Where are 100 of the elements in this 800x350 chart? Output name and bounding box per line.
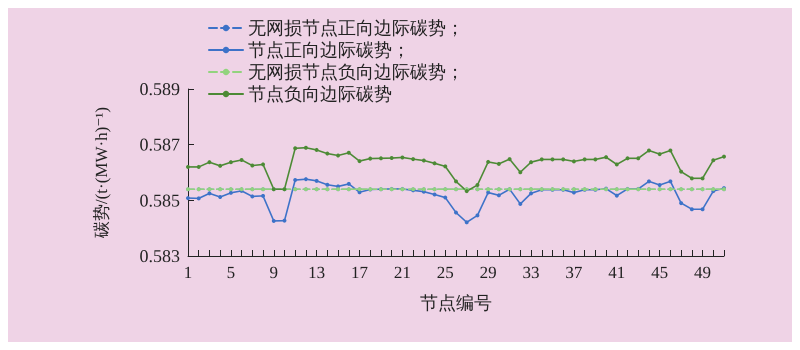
point <box>550 157 554 162</box>
point <box>293 178 298 182</box>
x-axis-title: 节点编号 <box>420 293 492 313</box>
point <box>496 162 501 166</box>
y-tick-label: 0.587 <box>140 134 180 155</box>
point <box>378 156 383 160</box>
y-tick-label: 0.585 <box>140 190 180 210</box>
point <box>626 156 630 160</box>
point <box>464 220 469 224</box>
point <box>228 160 233 164</box>
x-tick-label: 49 <box>694 263 712 282</box>
point <box>314 148 319 152</box>
point <box>443 196 448 200</box>
x-tick-label: 9 <box>270 263 278 282</box>
point <box>304 146 308 150</box>
point <box>346 182 351 186</box>
point <box>658 152 662 156</box>
point <box>304 177 308 182</box>
point <box>432 192 437 196</box>
point <box>196 196 201 200</box>
point <box>679 170 684 174</box>
x-tick-label: 5 <box>226 263 236 282</box>
x-tick-label: 17 <box>351 263 369 282</box>
point <box>572 159 576 164</box>
point <box>250 164 254 168</box>
point <box>486 190 490 195</box>
point <box>518 202 522 206</box>
point <box>646 148 651 153</box>
legend-label: 节点负向边际碳势 <box>248 84 392 104</box>
point <box>582 157 587 162</box>
x-tick-label: 45 <box>651 263 668 282</box>
point <box>529 191 534 196</box>
point <box>422 158 426 163</box>
point <box>250 194 254 198</box>
point <box>658 183 662 188</box>
point <box>486 160 490 164</box>
point <box>325 182 330 187</box>
point <box>668 179 672 184</box>
point <box>604 155 608 160</box>
point <box>646 179 651 184</box>
x-tick-label: 41 <box>608 263 626 282</box>
point <box>614 194 619 198</box>
point <box>700 207 705 212</box>
point <box>390 156 394 160</box>
point <box>358 159 362 164</box>
point <box>218 194 222 199</box>
point <box>240 158 244 162</box>
point <box>711 158 716 162</box>
x-tick-label: 37 <box>565 263 583 282</box>
x-tick-label: 21 <box>394 263 411 282</box>
point <box>690 207 694 212</box>
point <box>186 196 190 200</box>
x-tick-label: 13 <box>308 263 326 282</box>
point <box>572 190 576 195</box>
y-axis-title: 碳势/(t·(MW·h)⁻¹) <box>92 106 111 240</box>
point <box>679 201 684 206</box>
point <box>346 150 351 155</box>
x-tick-label: 33 <box>522 263 540 282</box>
x-tick-label: 25 <box>436 263 454 282</box>
point <box>443 164 448 168</box>
point <box>454 210 458 215</box>
point <box>186 164 190 169</box>
point <box>593 157 598 162</box>
point <box>272 218 276 223</box>
point <box>614 162 619 166</box>
point <box>228 190 233 195</box>
point <box>325 152 330 156</box>
point <box>368 156 372 161</box>
y-tick-label: 0.583 <box>140 246 180 266</box>
legend-label: 无网损节点正向边际碳势； <box>248 18 464 38</box>
point <box>722 154 726 159</box>
point <box>518 170 522 174</box>
x-tick-label: 29 <box>480 263 497 282</box>
point <box>293 146 298 150</box>
point <box>529 160 534 164</box>
point <box>636 156 640 160</box>
point <box>196 164 201 169</box>
point <box>508 157 512 162</box>
point <box>690 176 694 180</box>
point <box>561 157 566 162</box>
point <box>496 193 501 198</box>
point <box>668 148 672 153</box>
point <box>314 178 319 183</box>
legend-label: 无网损节点负向边际碳势； <box>248 62 464 82</box>
point <box>282 218 286 223</box>
y-tick-label: 0.589 <box>140 79 180 99</box>
x-tick-label: 1 <box>184 263 192 282</box>
point <box>432 161 437 166</box>
point <box>207 160 212 164</box>
point <box>218 164 222 168</box>
point <box>475 213 480 218</box>
point <box>336 154 340 158</box>
point <box>540 157 544 162</box>
legend-label: 节点正向边际碳势； <box>248 40 410 60</box>
point <box>207 191 212 196</box>
point <box>475 183 480 188</box>
point <box>261 162 266 166</box>
point <box>400 155 404 160</box>
point <box>411 157 416 162</box>
point <box>700 176 705 180</box>
